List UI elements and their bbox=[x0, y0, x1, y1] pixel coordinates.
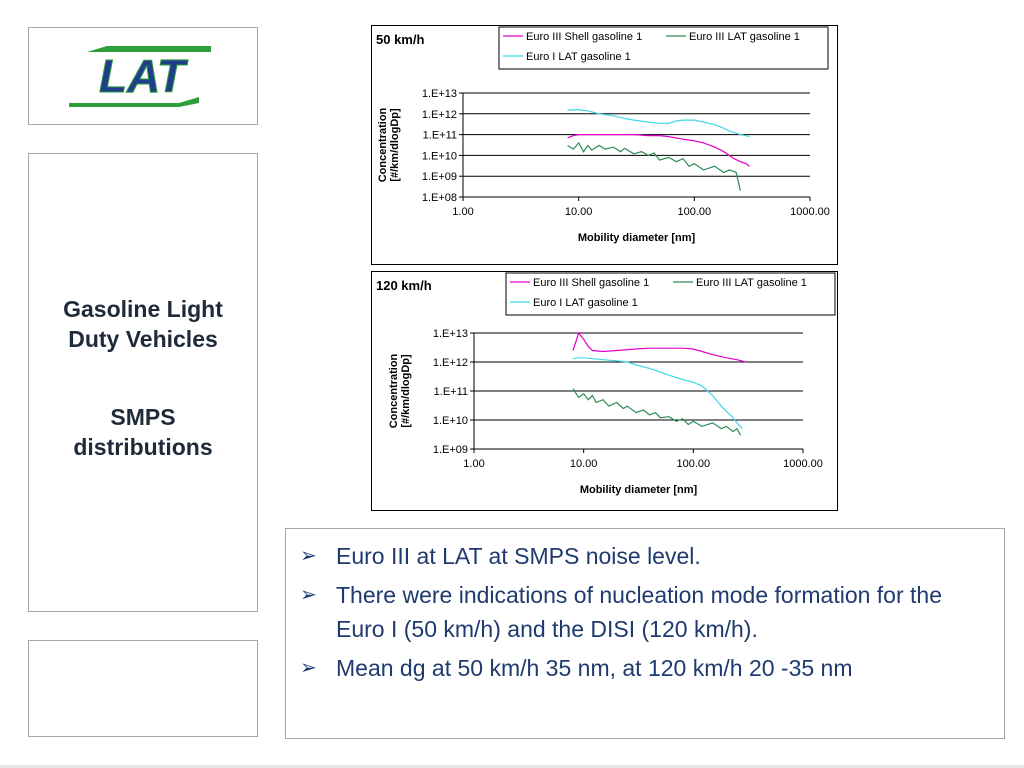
note-text: Euro III at LAT at SMPS noise level. bbox=[336, 543, 701, 569]
empty-panel bbox=[28, 640, 258, 737]
x-tick-label: 1.00 bbox=[452, 206, 473, 218]
y-tick-label: 1.E+12 bbox=[422, 109, 457, 121]
legend-label: Euro I LAT gasoline 1 bbox=[526, 51, 631, 63]
y-tick-label: 1.E+10 bbox=[433, 415, 468, 427]
y-tick-label: 1.E+11 bbox=[434, 386, 468, 398]
y-axis-title-units: [#/km/dlogDp] bbox=[389, 108, 401, 182]
series-line bbox=[572, 331, 746, 363]
title-line-2: Duty Vehicles bbox=[68, 326, 218, 352]
chart-title: 50 km/h bbox=[376, 32, 424, 47]
subtitle-line-2: distributions bbox=[73, 434, 213, 460]
x-tick-label: 100.00 bbox=[677, 458, 711, 470]
x-tick-label: 10.00 bbox=[565, 206, 593, 218]
y-tick-label: 1.E+10 bbox=[422, 150, 457, 162]
note-text: Mean dg at 50 km/h 35 nm, at 120 km/h 20… bbox=[336, 655, 853, 681]
legend-box bbox=[505, 272, 836, 316]
y-tick-label: 1.E+12 bbox=[433, 357, 468, 369]
legend-box bbox=[498, 26, 829, 70]
footer-divider bbox=[0, 765, 1024, 768]
chart-title: 120 km/h bbox=[376, 278, 432, 293]
legend-label: Euro III Shell gasoline 1 bbox=[526, 31, 642, 43]
lat-logo: LAT bbox=[69, 46, 211, 107]
x-tick-label: 1000.00 bbox=[790, 206, 830, 218]
chart-120kmh: 120 km/h 1.E+09 1.E+10 1.E+11 1.E+12 1.E+13 1.… bbox=[371, 271, 838, 511]
y-tick-label: 1.E+09 bbox=[433, 444, 468, 456]
y-tick-label: 1.E+11 bbox=[423, 130, 457, 142]
legend-label: Euro III LAT gasoline 1 bbox=[689, 31, 800, 43]
series-line bbox=[572, 357, 743, 430]
logo-panel: LAT bbox=[28, 27, 258, 125]
x-tick-label: 1.00 bbox=[463, 458, 484, 470]
logo-text: LAT bbox=[99, 50, 189, 102]
y-tick-label: 1.E+13 bbox=[433, 328, 468, 340]
y-tick-label: 1.E+08 bbox=[422, 192, 457, 204]
notes-list: ➢ Euro III at LAT at SMPS noise level. ➢ T… bbox=[286, 529, 1004, 685]
series-line bbox=[567, 141, 741, 191]
x-axis-title: Mobility diameter [nm] bbox=[580, 484, 698, 496]
note-item: ➢ Euro III at LAT at SMPS noise level. bbox=[300, 539, 994, 573]
series-line bbox=[572, 388, 742, 436]
title-line-1: Gasoline Light bbox=[63, 296, 223, 322]
arrow-bullet-icon: ➢ bbox=[300, 657, 317, 679]
series-line bbox=[567, 108, 750, 138]
y-tick-label: 1.E+13 bbox=[422, 88, 457, 100]
arrow-bullet-icon: ➢ bbox=[300, 584, 317, 606]
logo-top-swoosh bbox=[87, 46, 211, 52]
y-axis-title-units: [#/km/dlogDp] bbox=[400, 354, 412, 428]
title-panel: Gasoline Light Duty Vehicles SMPS distri… bbox=[28, 153, 258, 612]
chart-50kmh-svg: 50 km/h 1.E+08 1.E+09 1.E+10 1.E+11 1.E+12 1.E… bbox=[376, 26, 830, 244]
series-line bbox=[567, 133, 750, 167]
chart-50kmh: 50 km/h 1.E+08 1.E+09 1.E+10 1.E+11 1.E+12 1.E… bbox=[371, 25, 838, 265]
note-item: ➢ Mean dg at 50 km/h 35 nm, at 120 km/h 2… bbox=[300, 651, 994, 685]
note-item: ➢ There were indications of nucleation mo… bbox=[300, 578, 994, 646]
note-text: There were indications of nucleation mod… bbox=[336, 582, 942, 642]
x-tick-label: 100.00 bbox=[678, 206, 712, 218]
logo-bottom-swoosh bbox=[69, 97, 199, 107]
chart-120kmh-svg: 120 km/h 1.E+09 1.E+10 1.E+11 1.E+12 1.E+13 1.… bbox=[376, 272, 836, 496]
x-tick-label: 10.00 bbox=[570, 458, 598, 470]
legend-label: Euro I LAT gasoline 1 bbox=[533, 297, 638, 309]
y-tick-label: 1.E+09 bbox=[422, 171, 457, 183]
y-axis-title: Concentration bbox=[377, 107, 389, 182]
legend-label: Euro III Shell gasoline 1 bbox=[533, 277, 649, 289]
arrow-bullet-icon: ➢ bbox=[300, 545, 317, 567]
x-tick-label: 1000.00 bbox=[783, 458, 823, 470]
legend-label: Euro III LAT gasoline 1 bbox=[696, 277, 807, 289]
x-axis-title: Mobility diameter [nm] bbox=[578, 232, 696, 244]
subtitle-line-1: SMPS bbox=[110, 404, 176, 430]
notes-panel: ➢ Euro III at LAT at SMPS noise level. ➢ T… bbox=[285, 528, 1005, 739]
y-axis-title: Concentration bbox=[388, 353, 400, 428]
